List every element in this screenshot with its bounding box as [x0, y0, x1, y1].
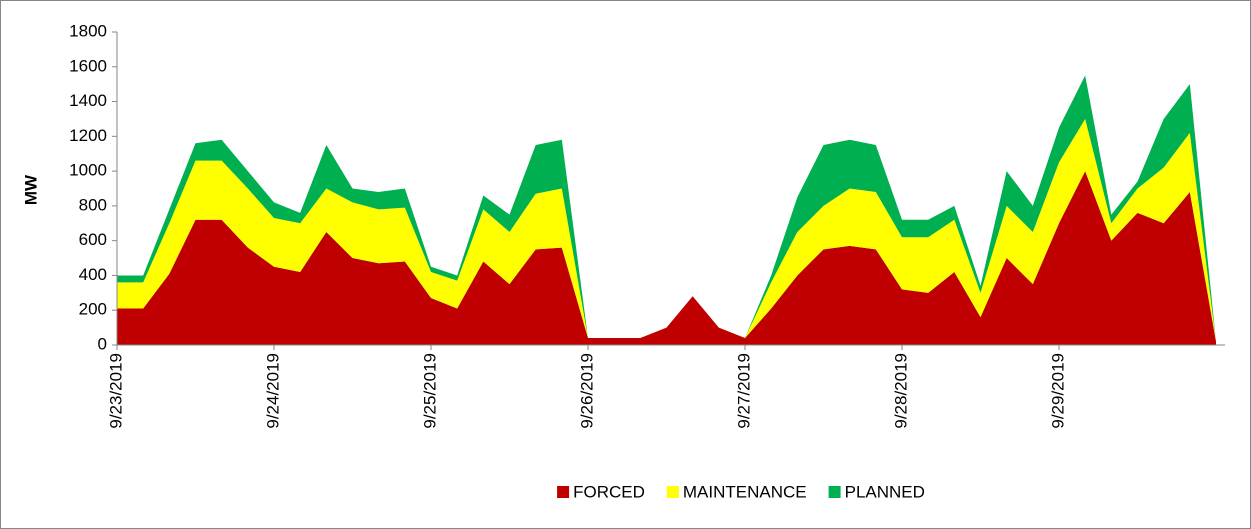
legend-label: MAINTENANCE: [683, 482, 807, 501]
x-tick-label: 9/29/2019: [1048, 353, 1067, 429]
x-tick-label: 9/28/2019: [891, 353, 910, 429]
x-tick-label: 9/27/2019: [734, 353, 753, 429]
legend-label: PLANNED: [845, 482, 925, 501]
y-tick-label: 400: [79, 265, 107, 284]
y-tick-label: 600: [79, 230, 107, 249]
x-tick-label: 9/23/2019: [106, 353, 125, 429]
y-tick-label: 1200: [69, 126, 107, 145]
x-tick-label: 9/26/2019: [577, 353, 596, 429]
y-tick-label: 1000: [69, 161, 107, 180]
x-tick-label: 9/25/2019: [420, 353, 439, 429]
y-tick-label: 200: [79, 300, 107, 319]
x-tick-label: 9/24/2019: [263, 353, 282, 429]
legend-swatch: [828, 486, 841, 498]
legend-label: FORCED: [573, 482, 645, 501]
y-axis-label: MW: [21, 174, 40, 205]
legend-swatch: [557, 486, 570, 498]
y-tick-label: 800: [79, 195, 107, 214]
legend: FORCED MAINTENANCE PLANNED: [557, 482, 925, 501]
y-tick-label: 1600: [69, 56, 107, 75]
area: [117, 171, 1216, 345]
area: [117, 118, 1216, 342]
y-tick-label: 1800: [69, 21, 107, 40]
y-tick-label: 0: [98, 334, 107, 353]
y-tick-label: 1400: [69, 91, 107, 110]
legend-swatch: [666, 486, 679, 498]
